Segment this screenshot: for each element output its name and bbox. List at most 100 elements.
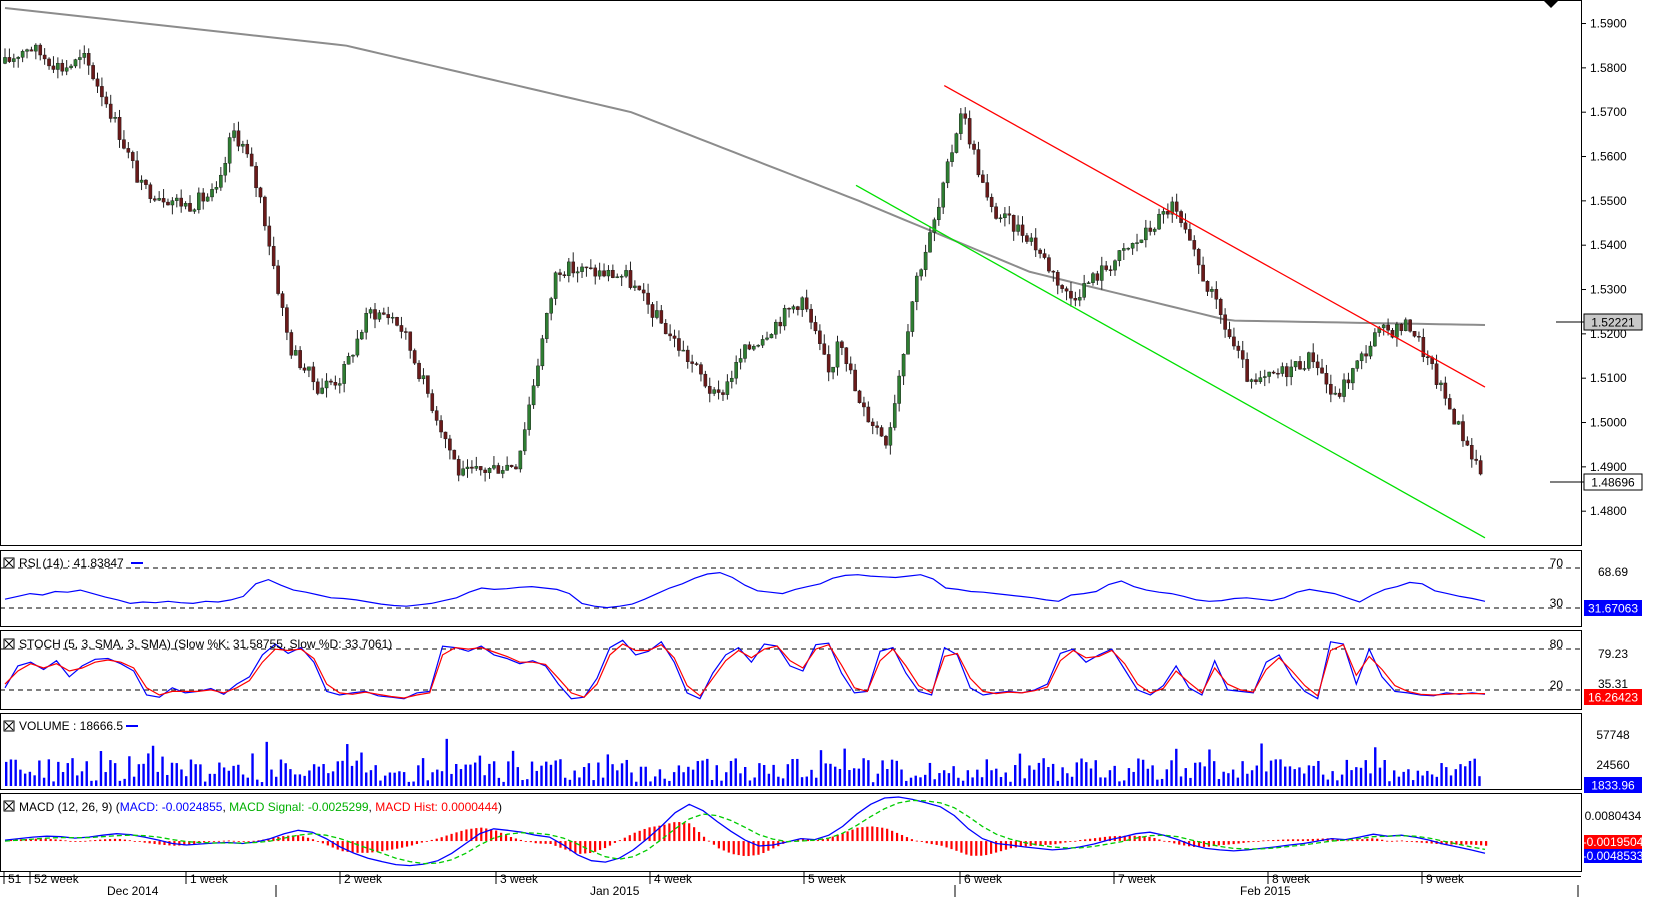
- time-axis: 51 52 week 1 week 2 week 3 week 4 week 5 week 6…: [0, 871, 1581, 898]
- volume-bar: [559, 759, 562, 786]
- volume-bar: [639, 766, 643, 786]
- candle-body: [69, 65, 73, 68]
- volume-bar: [687, 766, 690, 786]
- volume-bar: [407, 781, 411, 786]
- candle-body: [593, 267, 598, 277]
- macd-hist-bar: [84, 840, 87, 842]
- candle-body: [681, 349, 686, 352]
- volume-bar: [1189, 777, 1192, 786]
- volume-bar: [1459, 764, 1462, 786]
- macd-hist-bar: [796, 839, 800, 842]
- candle-body: [1099, 265, 1104, 281]
- macd-hist-bar: [376, 841, 379, 852]
- volume-bar: [109, 760, 112, 786]
- candle-body: [1271, 371, 1276, 374]
- volume-bar: [208, 773, 212, 786]
- volume-bar: [1222, 771, 1225, 786]
- volume-bar: [303, 775, 306, 786]
- candle-body: [1289, 366, 1293, 378]
- macd-hist-bar: [1029, 841, 1032, 846]
- rsi-panel[interactable]: RSI (14) : 41.83847 70 30 68.69 31.67063: [0, 550, 1642, 627]
- volume-bar: [1250, 770, 1254, 786]
- volume-bar: [1175, 748, 1178, 786]
- candle-body: [289, 332, 294, 356]
- volume-bar: [52, 781, 55, 786]
- macd-hist-bar: [1014, 841, 1017, 848]
- volume-bar: [1288, 766, 1292, 786]
- candle-body: [567, 261, 571, 276]
- macd-hist-bar: [282, 836, 285, 842]
- volume-bar: [545, 761, 548, 786]
- macd-hist-bar: [618, 840, 621, 842]
- volume-bar: [1179, 776, 1183, 786]
- macd-hist-bar: [1475, 841, 1478, 845]
- volume-bar: [592, 780, 595, 786]
- lower-trendline[interactable]: [855, 184, 1486, 539]
- volume-bar: [308, 770, 311, 786]
- volume-bar: [28, 771, 32, 786]
- stoch-level-20-label: 20: [1550, 678, 1564, 692]
- macd-hist-bar: [648, 827, 651, 842]
- candle-body: [333, 382, 338, 386]
- macd-hist-bar: [1470, 841, 1473, 845]
- collapse-arrow-icon[interactable]: [1544, 1, 1558, 8]
- price-panel[interactable]: 1.5900 1.5800 1.5700 1.5600 1.5500 1.5400 1.53…: [0, 0, 1643, 546]
- candle-body: [1381, 324, 1386, 329]
- volume-bar: [1478, 776, 1481, 786]
- macd-close-icon[interactable]: [3, 800, 15, 812]
- volume-panel[interactable]: VOLUME : 18666.5 57748 24560 1833.96: [0, 713, 1643, 794]
- volume-bar: [611, 764, 614, 786]
- macd-hist-bar: [311, 839, 315, 842]
- candle-body: [205, 196, 210, 202]
- macd-panel[interactable]: MACD (12, 26, 9) (MACD: -0.0024855, MACD…: [0, 793, 1644, 872]
- macd-hist-bar: [1346, 840, 1349, 842]
- macd-hist-bar: [1227, 841, 1230, 845]
- candle-body: [34, 44, 38, 52]
- candle-body: [298, 350, 302, 369]
- stoch-panel[interactable]: STOCH (5, 3, SMA, 3, SMA) (Slow %K: 31.5…: [0, 630, 1642, 710]
- macd-hist-bar: [519, 839, 522, 842]
- week-label: 51: [8, 872, 22, 886]
- volume-bar: [947, 773, 951, 786]
- volume-bar: [942, 770, 946, 786]
- candle-body: [637, 285, 642, 291]
- macd-hist-bar: [420, 841, 423, 843]
- volume-bar: [1113, 765, 1116, 786]
- volume-close-icon[interactable]: [3, 720, 15, 732]
- volume-bar: [417, 765, 420, 786]
- candle-body: [540, 338, 545, 367]
- rsi-close-icon[interactable]: [3, 557, 15, 569]
- candle-body: [1016, 224, 1020, 232]
- macd-hist-bar: [935, 841, 938, 845]
- candle-body: [492, 465, 496, 469]
- candle-body: [1205, 281, 1210, 292]
- macd-hist-bar: [341, 841, 344, 852]
- candle-body: [1183, 222, 1188, 230]
- volume-bar: [61, 772, 65, 786]
- volume-bar: [1331, 771, 1334, 786]
- volume-bar: [1321, 774, 1325, 786]
- volume-bar: [1378, 767, 1382, 786]
- rsi-level-30-label: 30: [1550, 596, 1564, 610]
- volume-bar: [540, 765, 543, 786]
- volume-bar: [848, 770, 851, 786]
- candle-body: [1135, 242, 1139, 244]
- candle-body: [1055, 271, 1060, 286]
- candle-body: [1033, 237, 1038, 251]
- candle-body: [448, 438, 452, 451]
- candle-body: [562, 274, 567, 276]
- candle-body: [866, 406, 871, 423]
- candle-body: [725, 381, 730, 395]
- candle-body: [201, 192, 206, 202]
- upper-trendline[interactable]: [943, 85, 1486, 388]
- candle-body: [1245, 359, 1249, 382]
- candle-body: [157, 198, 161, 201]
- volume-label: VOLUME : 18666.5: [19, 719, 123, 733]
- macd-hist-bar: [1108, 836, 1112, 842]
- macd-hist-bar: [297, 835, 300, 842]
- volume-bar: [402, 772, 406, 786]
- stoch-close-icon[interactable]: [3, 638, 15, 650]
- candle-body: [875, 425, 879, 428]
- volume-bar: [483, 775, 486, 786]
